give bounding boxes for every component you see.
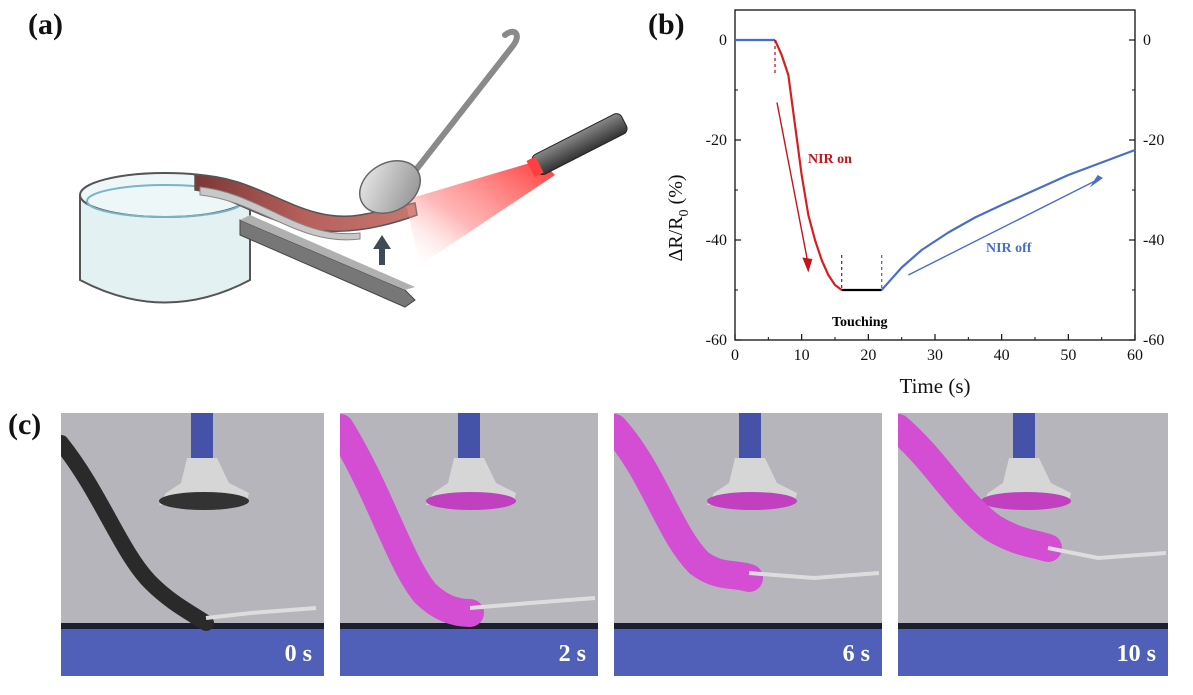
y-tick-label-left: 0 [719, 32, 727, 49]
annotation-touching: Touching [832, 315, 888, 330]
plot-frame [734, 9, 1136, 341]
support-plate [239, 215, 416, 308]
photo-frame: 0 s [61, 413, 324, 676]
y-tick-label-left: -20 [706, 132, 727, 149]
annotation-nir-on: NIR on [808, 152, 852, 167]
panel-label-b: (b) [648, 8, 685, 41]
x-tick-label: 40 [994, 347, 1010, 364]
y-tick-label-right: -60 [1143, 332, 1164, 349]
time-label: 6 s [842, 641, 870, 667]
time-label: 10 s [1116, 641, 1156, 667]
x-tick-label: 30 [927, 347, 943, 364]
y-tick-label-right: -20 [1143, 132, 1164, 149]
time-label: 2 s [558, 641, 586, 667]
arrow-nir-on [776, 102, 810, 266]
arrow-head [1089, 175, 1103, 188]
x-tick-label: 60 [1127, 347, 1143, 364]
series-line-1 [773, 39, 843, 291]
photo-frame: 6 s [614, 413, 882, 676]
panel-label-c: (c) [8, 408, 42, 441]
arrow-nir-off [908, 180, 1096, 276]
y-tick-label-left: -60 [706, 332, 727, 349]
laser-icon [526, 113, 628, 178]
time-label: 0 s [284, 641, 312, 667]
photo-frame: 10 s [898, 413, 1168, 676]
spoon-icon [359, 28, 520, 214]
x-tick-label: 50 [1060, 347, 1076, 364]
arrow-head [802, 257, 813, 273]
annotation-nir-off: NIR off [986, 241, 1032, 256]
x-tick-label: 10 [794, 347, 810, 364]
schematic-illustration [79, 28, 628, 308]
y-axis-label: ΔR/R0 (%) [665, 174, 692, 261]
nir-beam [405, 160, 555, 265]
y-tick-label-right: 0 [1143, 32, 1151, 49]
photo-frame: 2 s [340, 413, 598, 676]
series-line-3 [880, 148, 1136, 291]
x-tick-label: 0 [731, 347, 739, 364]
y-tick-label-left: -40 [706, 232, 727, 249]
resistance-chart: 0 10 20 30 40 50 60 0 0 -20 -20 -40 -40 -60 -60 ΔR/R0 … [665, 9, 1164, 398]
y-tick-label-right: -40 [1143, 232, 1164, 249]
panel-label-a: (a) [28, 8, 63, 41]
x-axis-label: Time (s) [900, 374, 971, 398]
up-arrow-icon [373, 235, 391, 265]
x-tick-label: 20 [860, 347, 876, 364]
